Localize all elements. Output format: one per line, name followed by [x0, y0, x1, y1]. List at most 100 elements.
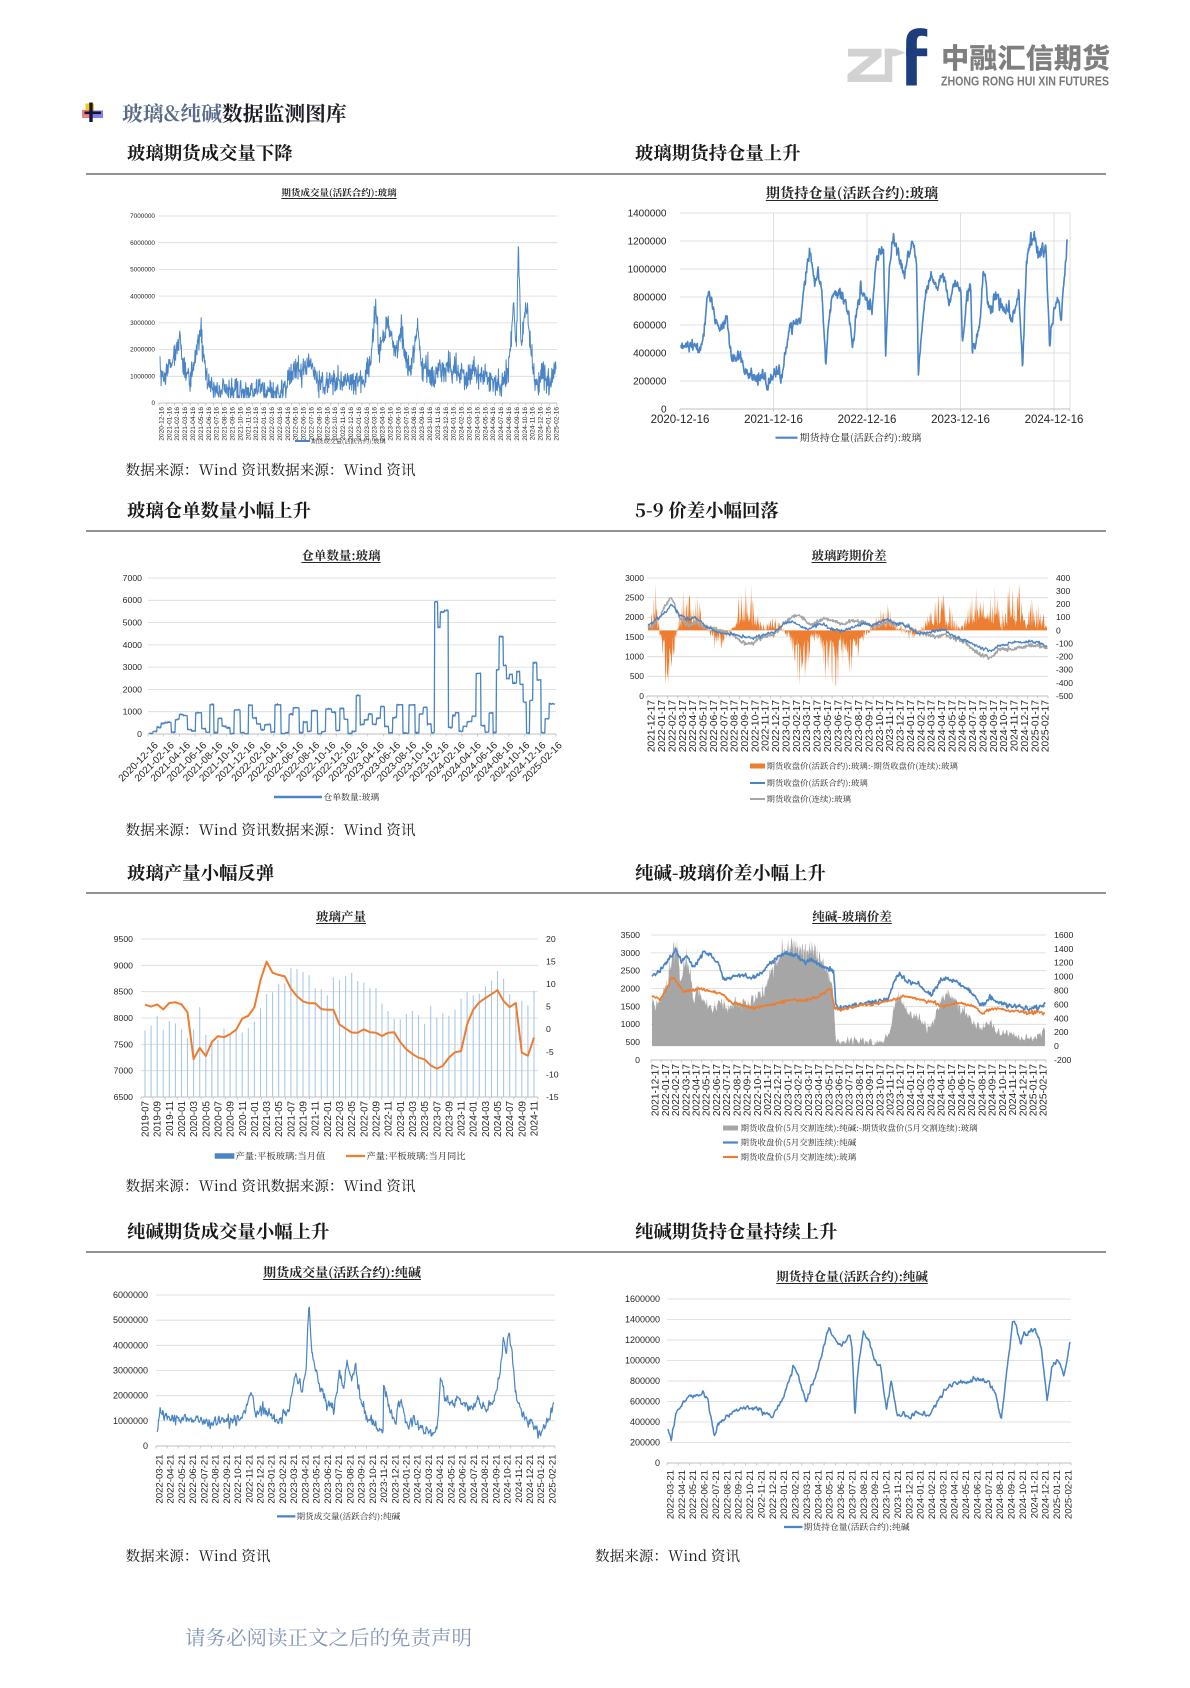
svg-text:2023-08-21: 2023-08-21 — [345, 1455, 356, 1504]
svg-text:2021-06-16: 2021-06-16 — [206, 407, 213, 441]
svg-text:2022-04-16: 2022-04-16 — [285, 407, 292, 441]
svg-text:2021-12-16: 2021-12-16 — [744, 414, 803, 426]
svg-text:2022-12-16: 2022-12-16 — [838, 414, 897, 426]
svg-text:2022-08-16: 2022-08-16 — [316, 407, 323, 441]
svg-text:2024-08-21: 2024-08-21 — [995, 1470, 1006, 1519]
svg-text:7000000: 7000000 — [130, 213, 155, 220]
svg-text:2021-07: 2021-07 — [286, 1101, 297, 1137]
svg-text:-300: -300 — [1056, 665, 1073, 675]
svg-text:2024-02-17: 2024-02-17 — [916, 700, 927, 752]
svg-text:2019-09: 2019-09 — [153, 1101, 164, 1137]
svg-text:2023-10-17: 2023-10-17 — [875, 700, 886, 752]
svg-text:1500: 1500 — [621, 1001, 640, 1011]
svg-text:2024-06-21: 2024-06-21 — [973, 1470, 984, 1519]
svg-text:2022-01-17: 2022-01-17 — [661, 1064, 672, 1116]
svg-text:2022-12-21: 2022-12-21 — [256, 1455, 267, 1504]
svg-text:2021-03: 2021-03 — [262, 1100, 273, 1137]
svg-text:2025-01-21: 2025-01-21 — [536, 1455, 547, 1504]
svg-text:2022-05-21: 2022-05-21 — [177, 1455, 188, 1504]
svg-text:2024-03: 2024-03 — [481, 1100, 492, 1137]
svg-text:2023-09-21: 2023-09-21 — [870, 1470, 881, 1519]
svg-text:2024-09-17: 2024-09-17 — [988, 1064, 999, 1116]
svg-text:20: 20 — [546, 934, 556, 944]
svg-text:2019-07: 2019-07 — [141, 1101, 152, 1137]
svg-text:2024-10-17: 2024-10-17 — [998, 1064, 1009, 1116]
svg-text:2023-09-21: 2023-09-21 — [357, 1455, 368, 1504]
svg-text:2023-06-21: 2023-06-21 — [836, 1470, 847, 1519]
svg-text:2022-01-17: 2022-01-17 — [657, 700, 668, 752]
svg-text:2020-05: 2020-05 — [201, 1100, 212, 1137]
svg-text:2022-09-21: 2022-09-21 — [734, 1470, 745, 1519]
svg-text:500: 500 — [630, 671, 644, 681]
svg-text:100: 100 — [1056, 612, 1070, 622]
svg-text:4000000: 4000000 — [130, 293, 155, 300]
svg-text:2025-02-16: 2025-02-16 — [553, 407, 560, 441]
svg-text:2024-11-21: 2024-11-21 — [514, 1455, 525, 1503]
svg-text:2024-11-17: 2024-11-17 — [1008, 1064, 1019, 1116]
svg-text:2021-12-17: 2021-12-17 — [651, 1064, 662, 1116]
svg-text:2024-02-21: 2024-02-21 — [413, 1455, 424, 1504]
svg-text:2024-07-17: 2024-07-17 — [968, 700, 979, 752]
svg-text:1000: 1000 — [1054, 972, 1073, 982]
svg-text:2024-04-21: 2024-04-21 — [950, 1470, 961, 1519]
svg-text:2024-02-17: 2024-02-17 — [916, 1064, 927, 1116]
svg-text:2022-11-16: 2022-11-16 — [340, 407, 347, 441]
svg-text:2000: 2000 — [621, 984, 640, 994]
svg-text:500: 500 — [626, 1037, 641, 1047]
svg-text:2023-06-17: 2023-06-17 — [833, 700, 844, 752]
svg-text:1000: 1000 — [621, 1019, 640, 1029]
svg-text:200: 200 — [1054, 1027, 1069, 1037]
svg-text:2023-07-17: 2023-07-17 — [844, 700, 855, 752]
svg-text:2023-11-16: 2023-11-16 — [435, 407, 442, 441]
svg-text:400: 400 — [1056, 573, 1070, 583]
svg-text:3000: 3000 — [123, 662, 142, 672]
svg-text:2024-03-17: 2024-03-17 — [926, 1064, 937, 1116]
svg-text:2022-08-17: 2022-08-17 — [730, 700, 741, 752]
svg-text:2023-04-17: 2023-04-17 — [814, 1064, 825, 1116]
svg-text:2023-05-21: 2023-05-21 — [825, 1470, 836, 1519]
svg-text:2022-06-21: 2022-06-21 — [188, 1455, 199, 1504]
svg-text:2023-03-21: 2023-03-21 — [802, 1470, 813, 1519]
svg-text:2024-12-17: 2024-12-17 — [1018, 1064, 1029, 1116]
svg-text:2023-02-21: 2023-02-21 — [791, 1470, 802, 1519]
svg-text:200000: 200000 — [633, 376, 667, 387]
svg-text:ZHONG RONG HUI XIN FUTURES: ZHONG RONG HUI XIN FUTURES — [941, 74, 1109, 89]
svg-text:2024-05-17: 2024-05-17 — [947, 700, 958, 752]
svg-text:2022-05-21: 2022-05-21 — [688, 1470, 699, 1519]
svg-text:1000: 1000 — [123, 707, 142, 717]
svg-text:2022-03-17: 2022-03-17 — [678, 700, 689, 752]
svg-text:2023-12-17: 2023-12-17 — [896, 700, 907, 752]
svg-text:2021-10-16: 2021-10-16 — [237, 407, 244, 441]
svg-text:2022-11-21: 2022-11-21 — [244, 1455, 255, 1503]
svg-text:2022-10-17: 2022-10-17 — [750, 700, 761, 752]
svg-text:2024-01-16: 2024-01-16 — [451, 407, 458, 441]
svg-text:2024-11-21: 2024-11-21 — [1029, 1470, 1040, 1518]
svg-text:1500: 1500 — [625, 632, 644, 642]
svg-text:2023-04-21: 2023-04-21 — [813, 1470, 824, 1519]
svg-text:2022-03-21: 2022-03-21 — [666, 1470, 677, 1519]
svg-text:2022-11-17: 2022-11-17 — [761, 700, 772, 752]
svg-text:2024-02-16: 2024-02-16 — [459, 407, 466, 441]
svg-text:2023-04-16: 2023-04-16 — [380, 407, 387, 441]
svg-text:2023-03-16: 2023-03-16 — [372, 407, 379, 441]
svg-text:2021-09-16: 2021-09-16 — [230, 407, 237, 441]
svg-text:2022-08-17: 2022-08-17 — [732, 1064, 743, 1116]
svg-text:2020-09: 2020-09 — [226, 1101, 237, 1137]
svg-text:2022-04-17: 2022-04-17 — [692, 1064, 703, 1116]
svg-text:400000: 400000 — [633, 348, 667, 359]
svg-text:800000: 800000 — [633, 292, 667, 303]
svg-text:2023-05-17: 2023-05-17 — [824, 1064, 835, 1116]
svg-text:2023-04-17: 2023-04-17 — [813, 700, 824, 752]
svg-text:5000000: 5000000 — [130, 267, 155, 274]
svg-text:2020-01: 2020-01 — [177, 1101, 188, 1137]
svg-text:7000: 7000 — [114, 1066, 133, 1076]
svg-text:400000: 400000 — [630, 1417, 660, 1427]
svg-text:2024-09-21: 2024-09-21 — [491, 1455, 502, 1504]
svg-text:2021-05: 2021-05 — [274, 1100, 285, 1137]
svg-text:2023-10-21: 2023-10-21 — [368, 1455, 379, 1504]
svg-text:800: 800 — [1054, 986, 1069, 996]
svg-text:2022-06-17: 2022-06-17 — [712, 1064, 723, 1116]
svg-text:2025-01-17: 2025-01-17 — [1029, 1064, 1040, 1116]
svg-text:8000: 8000 — [114, 1013, 133, 1023]
svg-text:3000000: 3000000 — [130, 320, 155, 327]
